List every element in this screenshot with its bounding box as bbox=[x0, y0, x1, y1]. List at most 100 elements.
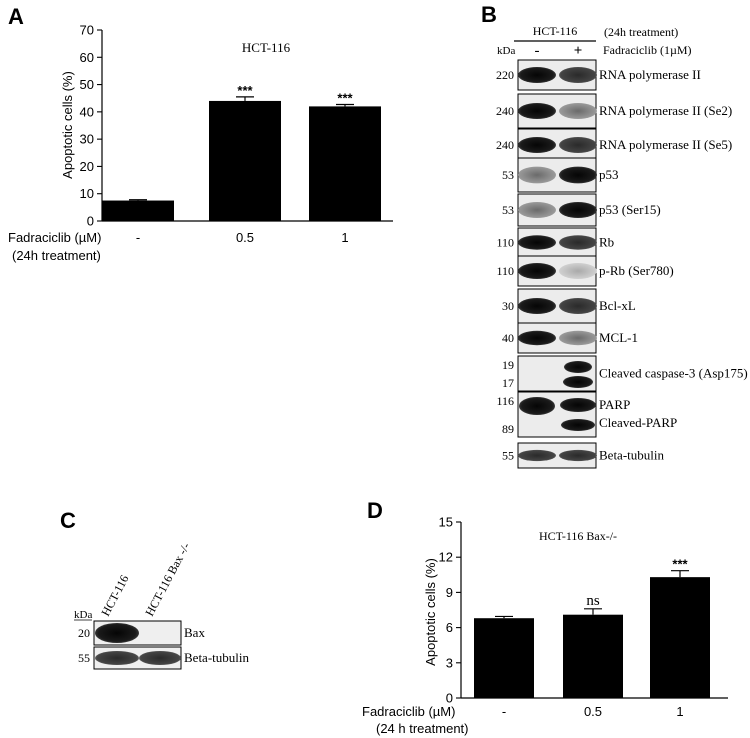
panel-a-xlabel-line2: (24h treatment) bbox=[12, 248, 101, 263]
blot-band-label: Beta-tubulin bbox=[184, 650, 249, 665]
y-tick-label: 20 bbox=[80, 159, 94, 174]
panel-d-title: HCT-116 Bax-/- bbox=[539, 529, 617, 543]
blot-band-label: RNA polymerase II (Se5) bbox=[599, 137, 732, 152]
blot-band bbox=[559, 263, 597, 279]
bar bbox=[209, 100, 281, 221]
blot-band bbox=[559, 298, 597, 314]
significance-label: ns bbox=[586, 593, 600, 609]
x-category-label: 1 bbox=[676, 704, 683, 719]
blot-band bbox=[518, 166, 556, 184]
y-tick-label: 10 bbox=[80, 186, 94, 201]
blot-band bbox=[559, 330, 597, 346]
blot-band-label: MCL-1 bbox=[599, 330, 638, 345]
mw-marker: 220 bbox=[496, 68, 514, 82]
panel-d-letter: D bbox=[367, 498, 383, 523]
blot-band bbox=[560, 398, 596, 412]
panel-c-letter: C bbox=[60, 508, 76, 533]
blot-band-label: Cleaved-PARP bbox=[599, 415, 677, 430]
panel-d-chart: D HCT-116 Bax-/- Apoptotic cells (%) 0 3 6… bbox=[362, 498, 728, 736]
mw-marker: 40 bbox=[502, 331, 514, 345]
mw-marker: 240 bbox=[496, 104, 514, 118]
blot-c-lane1: HCT-116 bbox=[98, 573, 131, 619]
blot-band bbox=[518, 103, 556, 119]
blot-band-label: p53 bbox=[599, 167, 619, 182]
blot-band bbox=[561, 419, 595, 431]
blot-band bbox=[95, 623, 139, 643]
mw-marker: 240 bbox=[496, 138, 514, 152]
mw-marker: 53 bbox=[502, 203, 514, 217]
blot-band bbox=[518, 330, 556, 346]
bar bbox=[563, 614, 623, 698]
panel-c-western-blot: C HCT-116 HCT-116 Bax -/- kDa 20 Bax 55 Bet… bbox=[60, 508, 249, 670]
blot-b-kda-label: kDa bbox=[497, 45, 515, 57]
x-category-label: 1 bbox=[341, 230, 348, 245]
blot-band bbox=[518, 202, 556, 218]
blot-band bbox=[519, 397, 555, 415]
blot-band bbox=[559, 137, 597, 153]
panel-a-categories: - 0.5 1 bbox=[136, 230, 349, 245]
blot-band-label: Bax bbox=[184, 625, 205, 640]
blot-b-treatment-note: (24h treatment) bbox=[604, 25, 678, 39]
panel-a-title: HCT-116 bbox=[242, 40, 291, 55]
y-tick-label: 12 bbox=[439, 550, 453, 565]
blot-band bbox=[563, 376, 593, 388]
mw-marker: 110 bbox=[496, 264, 514, 278]
y-tick-label: 0 bbox=[446, 691, 453, 706]
blot-band bbox=[559, 202, 597, 218]
panel-a-y-axis: 0 10 20 30 40 50 60 70 bbox=[80, 23, 103, 229]
panel-d-ylabel: Apoptotic cells (%) bbox=[423, 558, 438, 666]
blot-band bbox=[559, 166, 597, 184]
panel-d-categories: - 0.5 1 bbox=[502, 704, 684, 719]
y-tick-label: 15 bbox=[439, 515, 453, 530]
blot-band bbox=[559, 103, 597, 119]
mw-marker: 55 bbox=[78, 651, 90, 665]
blot-band bbox=[559, 449, 597, 462]
y-tick-label: 70 bbox=[80, 23, 94, 38]
y-tick-label: 3 bbox=[446, 655, 453, 670]
y-tick-label: 30 bbox=[80, 132, 94, 147]
mw-marker: 53 bbox=[502, 168, 514, 182]
blot-b-lane-plus: + bbox=[574, 43, 583, 59]
significance-label: *** bbox=[337, 90, 353, 105]
bar bbox=[474, 618, 534, 698]
blot-band bbox=[95, 651, 139, 665]
panel-a-letter: A bbox=[8, 4, 24, 29]
blot-band-label: Cleaved caspase-3 (Asp175) bbox=[599, 366, 748, 381]
blot-band-label: RNA polymerase II bbox=[599, 67, 701, 82]
y-tick-label: 0 bbox=[87, 214, 94, 229]
panel-a-xlabel-line1: Fadraciclib (µM) bbox=[8, 230, 101, 245]
panel-a-chart: A HCT-116 Apoptotic cells (%) 0 10 20 30 40 5… bbox=[8, 4, 393, 263]
panel-a-ylabel: Apoptotic cells (%) bbox=[60, 71, 75, 179]
mw-marker: 20 bbox=[78, 626, 90, 640]
mw-marker: 30 bbox=[502, 299, 514, 313]
blot-band bbox=[518, 449, 556, 462]
panel-d-bars: ns *** bbox=[474, 557, 710, 698]
y-tick-label: 60 bbox=[80, 50, 94, 65]
panel-b-letter: B bbox=[481, 2, 497, 27]
blot-b-lane-minus: - bbox=[535, 43, 540, 59]
panel-b-western-blot: B HCT-116 (24h treatment) kDa - + Fadrac… bbox=[481, 2, 748, 469]
y-tick-label: 6 bbox=[446, 620, 453, 635]
panel-d-y-axis: 0 3 6 9 12 15 bbox=[439, 515, 462, 706]
blot-band bbox=[564, 361, 592, 373]
blot-band bbox=[518, 235, 556, 250]
blot-band bbox=[559, 67, 597, 83]
blot-band bbox=[518, 67, 556, 83]
mw-marker: 55 bbox=[502, 449, 514, 463]
mw-marker: 116 bbox=[496, 394, 514, 408]
blot-band bbox=[518, 263, 556, 279]
mw-marker: 110 bbox=[496, 236, 514, 250]
panel-d-xlabel-line2: (24 h treatment) bbox=[376, 721, 469, 736]
y-tick-label: 40 bbox=[80, 104, 94, 119]
blot-band-label: p53 (Ser15) bbox=[599, 202, 661, 217]
significance-label: *** bbox=[237, 83, 253, 98]
blot-band-label: PARP bbox=[599, 397, 630, 412]
x-category-label: 0.5 bbox=[236, 230, 254, 245]
bar bbox=[650, 577, 710, 698]
bar bbox=[309, 106, 381, 221]
blot-c-lane2: HCT-116 Bax -/- bbox=[142, 540, 192, 618]
blot-band-label: RNA polymerase II (Se2) bbox=[599, 103, 732, 118]
blot-band bbox=[139, 651, 181, 665]
blot-c-strips: 20 Bax 55 Beta-tubulin bbox=[78, 620, 249, 670]
blot-band-label: Bcl-xL bbox=[599, 298, 636, 313]
